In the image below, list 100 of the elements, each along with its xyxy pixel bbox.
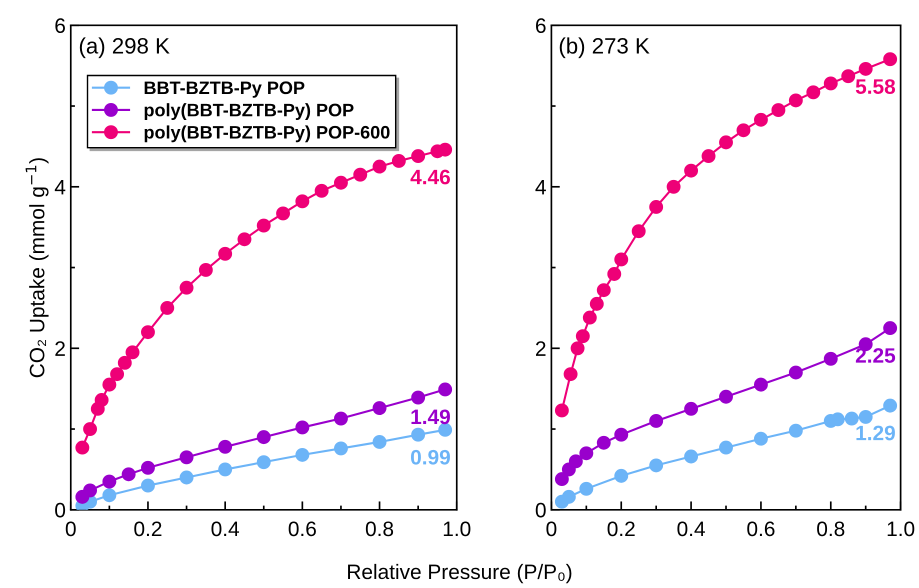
- x-tick-label: 0.6: [288, 521, 316, 536]
- point: [295, 448, 310, 462]
- data-label: 5.58: [856, 79, 896, 94]
- data-label: 0.99: [411, 450, 450, 465]
- point: [411, 149, 426, 164]
- point: [883, 52, 898, 66]
- point: [806, 85, 820, 100]
- y-tick-label: 2: [55, 341, 65, 356]
- point: [579, 446, 594, 460]
- point: [562, 490, 576, 504]
- point: [180, 470, 194, 484]
- point: [295, 194, 310, 208]
- point: [256, 430, 271, 444]
- y-tick-label: 6: [55, 18, 65, 34]
- point: [75, 440, 90, 455]
- point: [788, 424, 803, 438]
- point: [334, 412, 348, 426]
- point: [334, 441, 348, 456]
- point: [118, 356, 132, 370]
- point: [771, 103, 786, 118]
- point: [102, 378, 116, 392]
- legend-label: BBT-BZTB-Py POP: [144, 81, 304, 98]
- data-label: 1.49: [411, 409, 450, 424]
- y-tick-label: 2: [536, 341, 546, 356]
- point: [83, 483, 98, 498]
- text: (b) 273 K: [560, 37, 650, 58]
- point: [218, 440, 232, 454]
- point: [719, 440, 733, 455]
- point: [788, 93, 803, 108]
- point: [858, 410, 873, 424]
- point: [94, 393, 109, 407]
- x-tick-label: 0.2: [608, 521, 635, 536]
- point: [684, 164, 698, 178]
- point: [684, 450, 698, 464]
- point: [702, 149, 716, 164]
- point: [122, 467, 136, 482]
- point: [141, 325, 155, 340]
- point: [198, 263, 213, 277]
- text: (a) 298 K: [80, 37, 170, 58]
- point: [614, 252, 628, 266]
- point: [392, 154, 406, 168]
- data-label: 1.29: [856, 426, 895, 440]
- point: [372, 401, 386, 415]
- data-label: 4.46: [410, 170, 450, 184]
- point: [570, 341, 585, 356]
- point: [582, 310, 597, 325]
- x-tick-label: 0.4: [211, 521, 240, 536]
- point: [590, 296, 604, 311]
- point: [411, 428, 426, 442]
- point: [684, 402, 698, 416]
- point: [372, 160, 386, 174]
- point: [596, 436, 611, 450]
- y-tick-label: 4: [54, 180, 66, 194]
- legend-label: poly(BBT-BZTB-Py) POP: [144, 103, 354, 120]
- x-tick-label: 0.6: [747, 521, 774, 536]
- x-tick-label: 0.4: [677, 521, 705, 536]
- point: [824, 352, 838, 366]
- point: [844, 412, 859, 426]
- y-axis-title: CO₂ Uptake (mmol g$^{−1}$): [26, 158, 49, 378]
- point: [568, 454, 583, 468]
- y-tick-label: 6: [536, 18, 546, 34]
- point: [141, 460, 155, 475]
- point: [102, 474, 116, 488]
- point: [554, 472, 569, 486]
- x-tick-label: 0.8: [366, 521, 394, 536]
- point: [141, 478, 155, 493]
- point: [719, 135, 733, 150]
- point: [632, 224, 646, 238]
- point: [353, 168, 368, 182]
- point: [614, 428, 628, 442]
- x-tick-label: 1.0: [888, 521, 914, 536]
- point: [883, 321, 898, 336]
- point: [649, 458, 664, 472]
- point: [102, 488, 116, 502]
- x-tick-label: 0.2: [134, 521, 162, 536]
- point: [824, 76, 838, 90]
- point: [256, 455, 271, 470]
- point: [788, 366, 803, 380]
- y-tick-label: 4: [535, 180, 546, 194]
- point: [607, 267, 622, 281]
- point: [218, 462, 232, 476]
- point: [579, 482, 594, 496]
- point: [334, 176, 348, 190]
- x-tick-label: 0.8: [817, 521, 844, 536]
- point: [256, 218, 271, 232]
- point: [238, 232, 252, 246]
- point: [160, 300, 174, 315]
- point: [438, 382, 452, 396]
- point: [126, 345, 140, 360]
- point: [883, 398, 898, 413]
- point: [614, 468, 628, 483]
- point: [295, 420, 310, 434]
- x-axis-title: Relative Pressure (P/P₀): [348, 564, 572, 584]
- point: [438, 142, 452, 157]
- point: [564, 367, 578, 382]
- point: [754, 112, 768, 127]
- point: [314, 184, 329, 198]
- point: [110, 367, 124, 382]
- point: [554, 404, 569, 418]
- point: [218, 246, 232, 261]
